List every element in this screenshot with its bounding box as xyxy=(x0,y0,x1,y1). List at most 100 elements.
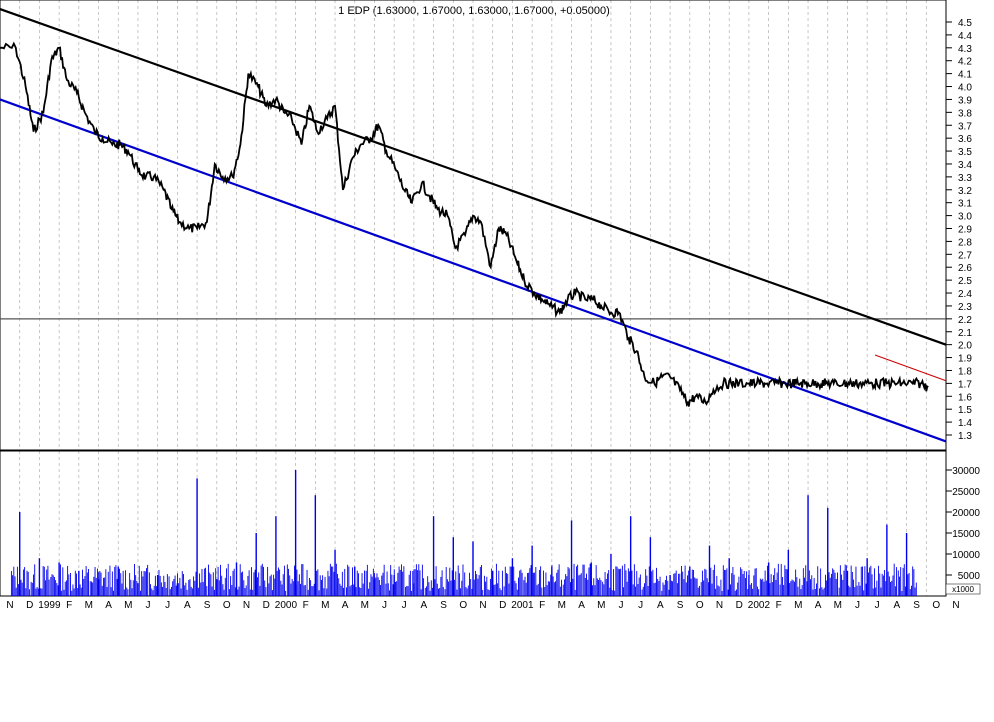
y-tick-label: 2.0 xyxy=(958,341,972,352)
x-axis-label: O xyxy=(932,600,940,611)
x-axis-label: J xyxy=(875,600,880,611)
x-axis-label: M xyxy=(834,600,842,611)
x-axis-label: F xyxy=(539,600,545,611)
x-axis-label: J xyxy=(638,600,643,611)
x-axis-label: A xyxy=(657,600,664,611)
x-axis-label: S xyxy=(677,600,684,611)
x-axis-label: N xyxy=(243,600,250,611)
volume-tick-label: 25000 xyxy=(952,487,980,498)
y-tick-label: 4.2 xyxy=(958,57,972,68)
x-axis-label: J xyxy=(402,600,407,611)
x-axis-label: A xyxy=(578,600,585,611)
y-tick-label: 2.2 xyxy=(958,315,972,326)
volume-tick-label: 10000 xyxy=(952,550,980,561)
y-tick-label: 3.6 xyxy=(958,134,972,145)
x-axis-label: J xyxy=(165,600,170,611)
x-axis-label: F xyxy=(776,600,782,611)
x-axis-label: N xyxy=(6,600,13,611)
y-tick-label: 3.8 xyxy=(958,108,972,119)
time-axis: N D 1999 F M A M J J A S O N D 2000 F M A M J J A S O N D 2001 F M A M… xyxy=(6,600,959,611)
y-tick-label: 2.4 xyxy=(958,289,972,300)
y-tick-label: 3.4 xyxy=(958,160,972,171)
y-tick-label: 3.0 xyxy=(958,212,972,223)
x-axis-label: O xyxy=(223,600,231,611)
volume-bars xyxy=(10,470,917,596)
volume-unit-label: x1000 xyxy=(952,585,974,594)
y-tick-label: 2.9 xyxy=(958,225,972,236)
x-axis-label: D xyxy=(736,600,743,611)
y-tick-label: 1.3 xyxy=(958,431,972,442)
x-axis-label: 2002 xyxy=(748,600,771,611)
x-axis-label: J xyxy=(855,600,860,611)
x-axis-label: M xyxy=(794,600,802,611)
x-axis-label: A xyxy=(105,600,112,611)
x-axis-label: J xyxy=(145,600,150,611)
x-axis-label: 2000 xyxy=(275,600,298,611)
price-panel-frame xyxy=(0,0,947,451)
x-axis-label: D xyxy=(263,600,270,611)
price-axis: 1.3 1.4 1.5 1.6 1.7 1.81.9 2.0 2.1 2.2 2.3 2.4 2.5 2… xyxy=(946,18,972,442)
y-tick-label: 4.0 xyxy=(958,83,972,94)
x-axis-label: N xyxy=(716,600,723,611)
x-axis-label: D xyxy=(26,600,33,611)
y-tick-label: 3.9 xyxy=(958,95,972,106)
x-axis-label: S xyxy=(440,600,447,611)
x-axis-label: F xyxy=(303,600,309,611)
x-axis-label: D xyxy=(499,600,506,611)
x-axis-label: J xyxy=(382,600,387,611)
y-tick-label: 2.5 xyxy=(958,276,972,287)
y-tick-label: 3.2 xyxy=(958,186,972,197)
x-axis-label: M xyxy=(558,600,566,611)
x-axis-label: S xyxy=(204,600,211,611)
chart-title: 1 EDP (1.63000, 1.67000, 1.63000, 1.6700… xyxy=(338,5,610,17)
x-axis-label: J xyxy=(618,600,623,611)
x-axis-label: M xyxy=(361,600,369,611)
x-axis-label: 1999 xyxy=(38,600,61,611)
y-tick-label: 2.7 xyxy=(958,250,972,261)
volume-tick-label: 20000 xyxy=(952,508,980,519)
x-axis-label: M xyxy=(124,600,132,611)
unit-box xyxy=(945,583,981,595)
y-tick-label: 4.5 xyxy=(958,18,972,29)
x-axis-label: F xyxy=(66,600,72,611)
x-axis-label: A xyxy=(421,600,428,611)
x-axis-label: M xyxy=(321,600,329,611)
y-tick-label: 4.3 xyxy=(958,44,972,55)
y-tick-label: 2.1 xyxy=(958,328,972,339)
y-tick-label: 3.3 xyxy=(958,173,972,184)
x-axis-label: 2001 xyxy=(511,600,534,611)
y-tick-label: 1.8 xyxy=(958,366,972,377)
price-series-line xyxy=(0,41,929,408)
y-tick-label: 3.1 xyxy=(958,199,972,210)
x-axis-label: S xyxy=(913,600,920,611)
volume-axis: 5000 10000 15000 20000 25000 30000 xyxy=(946,466,980,582)
y-tick-label: 1.7 xyxy=(958,379,972,390)
x-axis-label: A xyxy=(894,600,901,611)
red-trendline xyxy=(874,354,947,382)
x-axis-label: N xyxy=(952,600,959,611)
y-tick-label: 4.4 xyxy=(958,31,972,42)
y-tick-label: 1.9 xyxy=(958,354,972,365)
x-axis-label: O xyxy=(696,600,704,611)
y-tick-label: 1.5 xyxy=(958,405,972,416)
upper-trendline xyxy=(0,8,947,346)
y-tick-label: 2.8 xyxy=(958,237,972,248)
y-tick-label: 2.3 xyxy=(958,302,972,313)
y-tick-label: 4.1 xyxy=(958,70,972,81)
volume-tick-label: 30000 xyxy=(952,466,980,477)
volume-tick-label: 5000 xyxy=(958,571,981,582)
x-axis-label: A xyxy=(815,600,822,611)
x-axis-label: O xyxy=(459,600,467,611)
x-axis-label: A xyxy=(184,600,191,611)
y-tick-label: 2.6 xyxy=(958,263,972,274)
x-axis-label: A xyxy=(342,600,349,611)
x-axis-label: M xyxy=(597,600,605,611)
y-tick-label: 1.4 xyxy=(958,418,972,429)
y-tick-label: 3.7 xyxy=(958,121,972,132)
x-axis-label: M xyxy=(85,600,93,611)
y-tick-label: 3.5 xyxy=(958,147,972,158)
x-axis-label: N xyxy=(479,600,486,611)
y-tick-label: 1.6 xyxy=(958,392,972,403)
